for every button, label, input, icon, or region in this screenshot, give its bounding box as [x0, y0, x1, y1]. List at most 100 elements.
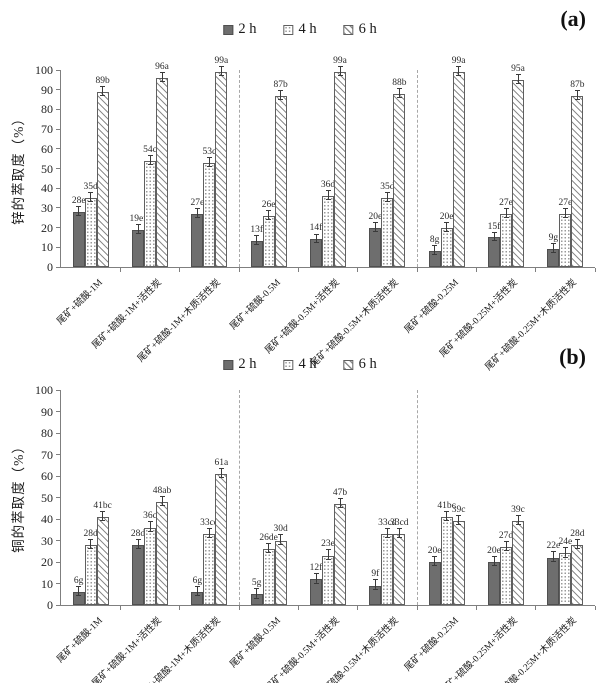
y-axis-tick [56, 411, 61, 412]
bar [488, 562, 500, 605]
error-bar [503, 540, 509, 552]
bar-value-label: 89b [95, 75, 110, 86]
bar [452, 521, 465, 605]
bar-value-label: 48ab [152, 485, 172, 496]
bar [381, 534, 394, 605]
y-axis-tick [56, 207, 61, 209]
y-tick-label: 90 [41, 404, 53, 419]
error-bar [337, 497, 343, 509]
error-bar [159, 71, 165, 82]
bar [84, 544, 97, 605]
bar-value-label: 54c [143, 144, 157, 155]
legend-item: 6 h [343, 356, 377, 373]
bar-value-label: 19ef [129, 213, 147, 224]
legend-swatch [283, 359, 294, 370]
error-bar [444, 510, 450, 522]
legend-swatch [343, 359, 354, 370]
bar [322, 555, 334, 605]
y-tick-label: 40 [41, 512, 53, 526]
y-tick-label: 70 [41, 122, 53, 137]
legend-label: 4 h [298, 356, 317, 372]
bar-value-label: 27e [499, 197, 513, 208]
bar-value-label: 36c [143, 511, 157, 522]
x-axis-tick [416, 606, 418, 610]
y-tick-label: 80 [41, 102, 53, 117]
error-bar [313, 572, 319, 584]
legend-item: 4 h [283, 356, 317, 373]
error-bar [254, 587, 260, 599]
x-axis-tick [238, 268, 240, 272]
bar [132, 544, 144, 605]
y-axis-tick [56, 389, 61, 391]
y-axis-tick [56, 518, 61, 520]
bar [428, 562, 441, 605]
bar-value-label: 47b [332, 487, 348, 498]
error-bar [444, 221, 450, 232]
y-axis-tick [56, 227, 61, 229]
error-bar [88, 538, 94, 550]
legend: 2 h 4 h 6 h [223, 356, 377, 373]
x-tick-label: 尾矿+硫酸-1M+木质活性炭 [136, 277, 224, 365]
y-axis-tick [56, 89, 61, 91]
bar-value-label: 20e [439, 211, 454, 222]
y-axis-tick [56, 454, 61, 455]
bar-value-label: 14f [309, 223, 323, 234]
y-axis-tick [56, 187, 61, 189]
bar [512, 521, 524, 605]
bar-value-label: 20e [427, 545, 442, 556]
bar-value-label: 88b [392, 77, 407, 88]
error-bar [135, 223, 141, 234]
y-tick-label: 30 [41, 200, 53, 215]
error-bar [396, 87, 402, 98]
section-separator [239, 390, 240, 605]
x-axis-tick [535, 268, 537, 272]
error-bar [147, 154, 153, 165]
error-bar [194, 207, 200, 218]
y-axis-tick [56, 604, 61, 606]
error-bar [456, 514, 462, 526]
plot-area: 0 10 20 30 40 50 60 70 80 90 100 28e 35d 89b 尾矿+硫酸-1M 1… [35, 56, 596, 373]
bar-value-label: 87b [273, 79, 288, 90]
legend-item: 2 h [223, 356, 256, 373]
bar [310, 579, 322, 605]
error-bar [515, 514, 521, 526]
error-bar [278, 534, 284, 545]
bar-value-label: 30d [273, 524, 288, 535]
y-axis-tick [56, 583, 61, 584]
bar-value-label: 20e [368, 211, 383, 222]
x-axis-tick [179, 268, 181, 272]
bar [571, 544, 584, 605]
x-axis-tick [179, 606, 181, 610]
error-bar [100, 510, 106, 522]
y-axis-tick [56, 128, 61, 130]
bar-value-label: 33cd [200, 517, 219, 528]
x-tick-label: 尾矿+硫酸-0.25M+木质活性炭 [484, 277, 580, 373]
error-bar [574, 538, 580, 550]
x-axis-tick [357, 268, 359, 272]
bar-value-label: 41bc [93, 500, 112, 511]
error-bar [550, 551, 556, 562]
bar [559, 213, 572, 267]
bar-value-label: 27e [558, 197, 573, 208]
bar [500, 546, 512, 605]
panel-label-a: (a) [560, 6, 586, 31]
bar [144, 527, 156, 605]
x-axis-tick [357, 606, 359, 610]
x-axis-tick [475, 268, 477, 272]
section-separator [417, 70, 418, 267]
y-tick-label: 10 [41, 240, 53, 255]
bar [96, 91, 109, 267]
bar-value-label: 96a [155, 61, 169, 72]
x-axis-tick [238, 606, 240, 610]
bar [310, 239, 322, 267]
bar-value-label: 87b [570, 79, 585, 90]
y-tick-label: 30 [41, 533, 53, 548]
bar [72, 592, 85, 605]
bar [84, 198, 97, 267]
error-bar [88, 192, 94, 202]
bar-value-label: 33cd [390, 517, 409, 528]
error-bar [337, 66, 343, 76]
legend-label: 2 h [238, 356, 257, 372]
bar-value-label: 28e [71, 195, 86, 206]
x-tick-label: 尾矿+硫酸-0.5M+活性炭 [263, 277, 342, 357]
